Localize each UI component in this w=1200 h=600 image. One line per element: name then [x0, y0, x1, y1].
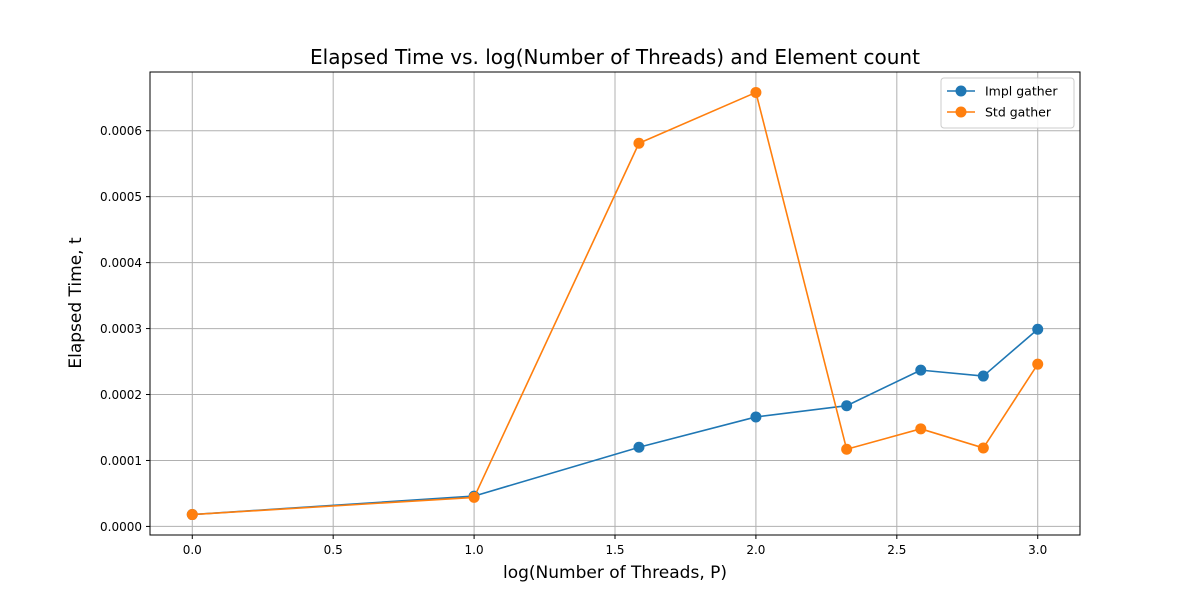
data-point [1032, 323, 1044, 335]
y-tick-label: 0.0003 [100, 322, 142, 336]
series-std-gather [186, 86, 1044, 521]
x-tick-label: 2.0 [746, 543, 765, 557]
data-point [186, 509, 198, 521]
axis-ticks: 0.0 0.5 1.0 1.5 2.0 2.5 3.0 0.0000 0.0001 0.0002 0… [100, 124, 1047, 557]
data-point [750, 86, 762, 98]
x-tick-label: 0.5 [324, 543, 343, 557]
data-point [750, 411, 762, 423]
y-tick-label: 0.0001 [100, 454, 142, 468]
data-point [633, 137, 645, 149]
x-tick-label: 0.0 [183, 543, 202, 557]
y-tick-label: 0.0004 [100, 256, 142, 270]
series-line [192, 91, 1039, 516]
legend-item: Impl gather [947, 84, 1058, 99]
data-point [915, 364, 927, 376]
x-tick-label: 1.5 [605, 543, 624, 557]
series-layer [186, 86, 1044, 521]
y-tick-label: 0.0006 [100, 124, 142, 138]
data-point [633, 441, 645, 453]
legend-label: Std gather [985, 105, 1052, 120]
series-line [192, 328, 1039, 516]
y-axis-label: Elapsed Time, t [66, 237, 86, 369]
data-point [468, 491, 480, 503]
data-point [915, 423, 927, 435]
data-point [977, 442, 989, 454]
legend-marker [955, 106, 967, 118]
data-point [977, 370, 989, 382]
data-point [1032, 358, 1044, 370]
legend-marker [955, 85, 967, 97]
x-tick-label: 2.5 [887, 543, 906, 557]
x-tick-label: 1.0 [465, 543, 484, 557]
series-impl-gather [186, 323, 1044, 521]
y-tick-label: 0.0005 [100, 190, 142, 204]
data-point [841, 400, 853, 412]
x-axis-label: log(Number of Threads, P) [503, 563, 727, 583]
data-point [841, 443, 853, 455]
x-tick-label: 3.0 [1028, 543, 1047, 557]
grid [150, 72, 1080, 535]
chart-title: Elapsed Time vs. log(Number of Threads) … [310, 45, 920, 69]
y-tick-label: 0.0002 [100, 388, 142, 402]
legend-label: Impl gather [985, 84, 1058, 99]
y-tick-label: 0.0000 [100, 520, 142, 534]
legend-item: Std gather [947, 105, 1052, 120]
legend: Impl gather Std gather [940, 77, 1075, 129]
